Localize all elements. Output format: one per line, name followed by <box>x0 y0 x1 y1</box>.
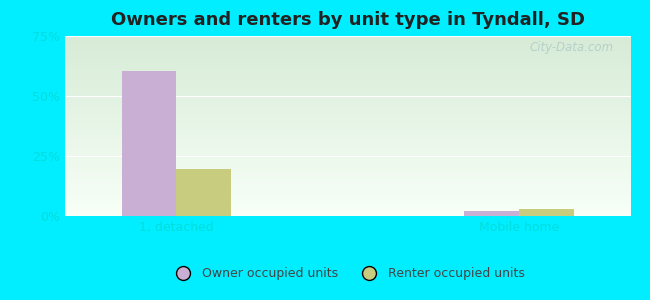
Legend: Owner occupied units, Renter occupied units: Owner occupied units, Renter occupied un… <box>166 262 530 285</box>
Text: City-Data.com: City-Data.com <box>529 41 614 54</box>
Bar <box>176 169 231 216</box>
Bar <box>122 71 176 216</box>
Title: Owners and renters by unit type in Tyndall, SD: Owners and renters by unit type in Tynda… <box>111 11 585 29</box>
Bar <box>519 209 574 216</box>
Bar <box>464 211 519 216</box>
